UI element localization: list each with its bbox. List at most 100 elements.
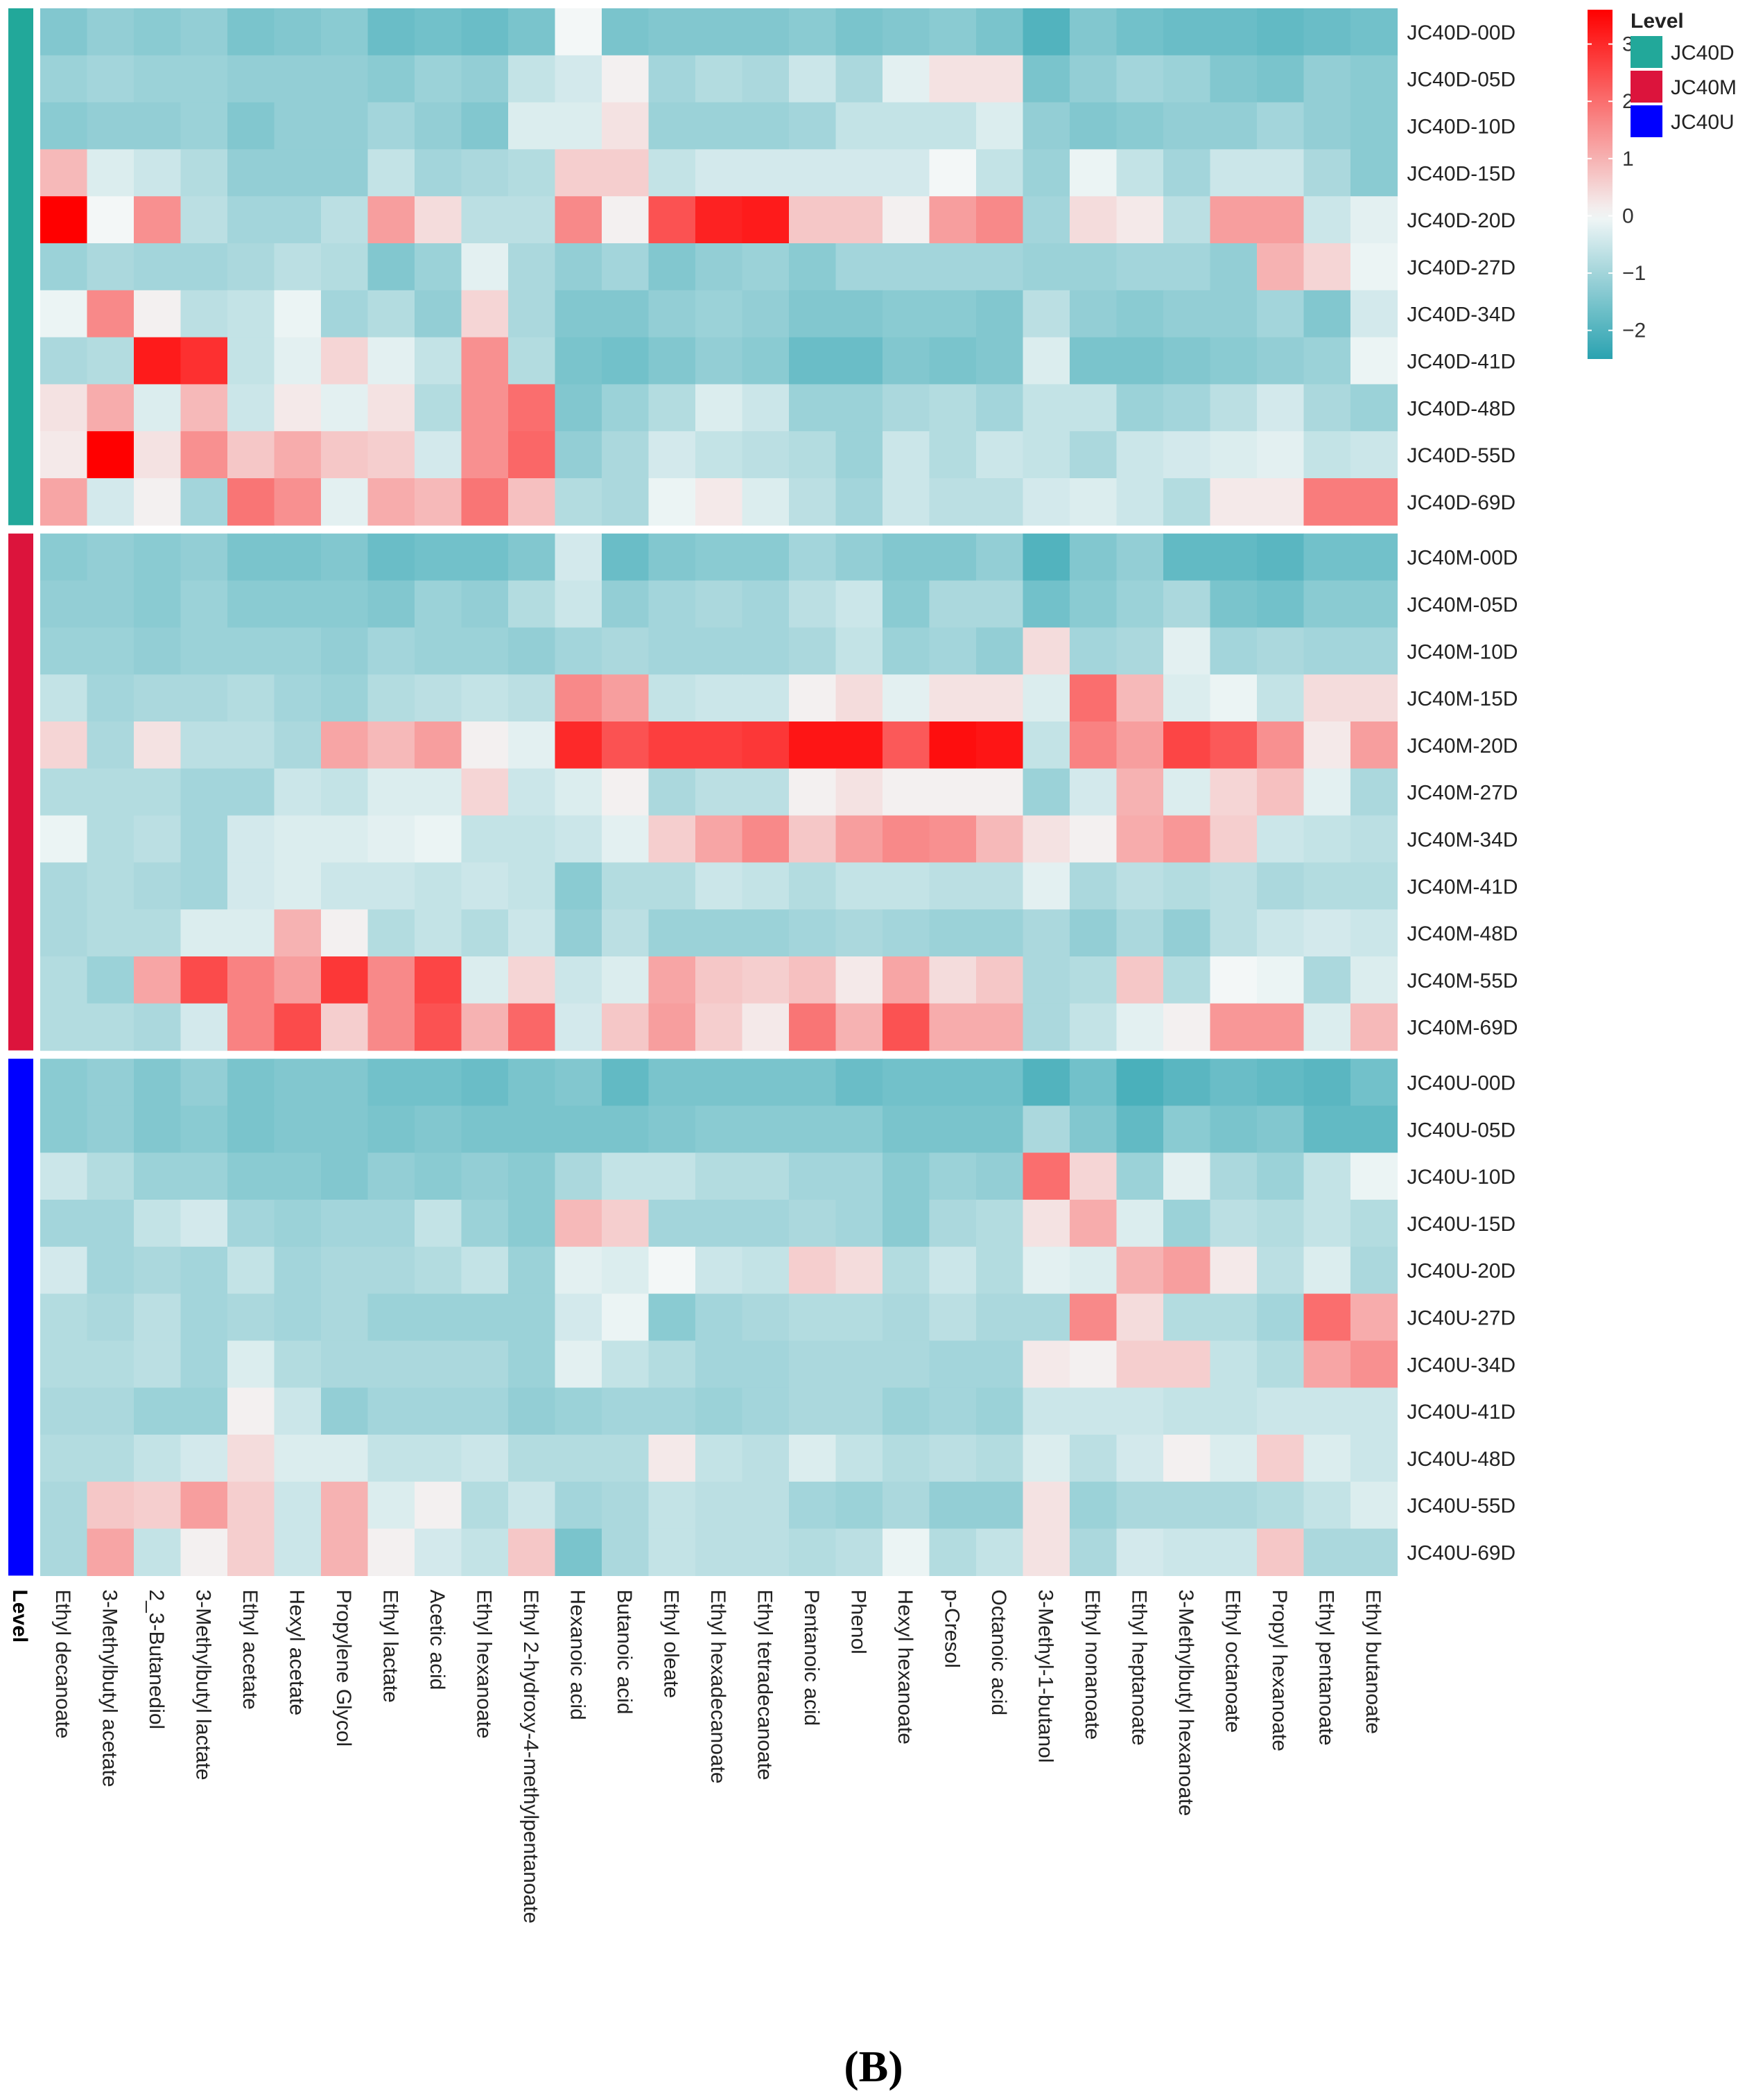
heatmap-cell — [1116, 1058, 1164, 1106]
heatmap-cell — [461, 243, 509, 291]
heatmap-cell — [227, 956, 275, 1004]
heatmap-cell — [461, 290, 509, 338]
legend-swatch-JC40M — [1631, 71, 1662, 103]
heatmap-cell — [40, 768, 88, 816]
heatmap-cell — [1257, 721, 1305, 769]
heatmap-cell — [1210, 862, 1258, 910]
heatmap-cell — [835, 55, 883, 103]
heatmap-cell — [1257, 102, 1305, 150]
heatmap-cell — [648, 102, 696, 150]
heatmap-cell — [40, 102, 88, 150]
heatmap-cell — [367, 862, 415, 910]
heatmap-cell — [461, 196, 509, 244]
heatmap-cell — [929, 1388, 977, 1435]
heatmap-cell — [695, 1481, 743, 1530]
heatmap-cell — [929, 956, 977, 1004]
heatmap-cell — [789, 627, 837, 675]
heatmap-cell — [180, 1105, 228, 1153]
heatmap-cell — [835, 1200, 883, 1248]
heatmap-cell — [648, 1058, 696, 1106]
heatmap-cell — [321, 1153, 369, 1200]
row-label: JC40D-00D — [1407, 21, 1516, 44]
column-label: Ethyl oleate — [659, 1589, 682, 1698]
heatmap-cell — [602, 533, 650, 581]
heatmap-cell — [1210, 1153, 1258, 1200]
heatmap-cell — [1023, 768, 1070, 816]
heatmap-cell — [274, 290, 322, 338]
row-label: JC40D-34D — [1407, 304, 1516, 326]
heatmap-cell — [695, 1340, 743, 1388]
heatmap-cell — [929, 862, 977, 910]
row-label: JC40M-05D — [1407, 594, 1518, 617]
heatmap-cell — [789, 815, 837, 863]
column-label: Ethyl octanoate — [1221, 1589, 1244, 1733]
heatmap-cell — [883, 1153, 930, 1200]
heatmap-cell — [227, 1200, 275, 1248]
heatmap-cell — [180, 1246, 228, 1295]
heatmap-cell — [1023, 721, 1070, 769]
heatmap-cell — [1257, 768, 1305, 816]
level-annotation-JC40D — [8, 8, 33, 525]
heatmap-cell — [1023, 337, 1070, 385]
heatmap-cell — [1116, 8, 1164, 56]
heatmap-cell — [789, 1200, 837, 1248]
heatmap-cell — [415, 1246, 462, 1295]
heatmap-cell — [461, 384, 509, 432]
heatmap-cell — [695, 1003, 743, 1051]
heatmap-cell — [1163, 580, 1211, 628]
heatmap-cell — [883, 627, 930, 675]
heatmap-cell — [835, 627, 883, 675]
heatmap-cell — [321, 1058, 369, 1106]
heatmap-cell — [508, 956, 556, 1004]
heatmap-cell — [1303, 862, 1351, 910]
heatmap-cell — [40, 815, 88, 863]
heatmap-cell — [40, 478, 88, 526]
heatmap-cell — [1350, 1528, 1398, 1576]
heatmap-cell — [87, 627, 134, 675]
heatmap-cell — [929, 674, 977, 722]
heatmap-cell — [180, 337, 228, 385]
heatmap-cell — [883, 243, 930, 291]
heatmap-cell — [227, 721, 275, 769]
heatmap-cell — [835, 909, 883, 957]
heatmap-cell — [929, 1528, 977, 1576]
heatmap-cell — [648, 815, 696, 863]
heatmap-cell — [1350, 1388, 1398, 1435]
heatmap-cell — [883, 768, 930, 816]
heatmap-cell — [1303, 55, 1351, 103]
heatmap-cell — [1350, 1293, 1398, 1341]
heatmap-cell — [1023, 1153, 1070, 1200]
heatmap-cell — [461, 1200, 509, 1248]
heatmap-cell — [40, 1388, 88, 1435]
heatmap-cell — [555, 337, 602, 385]
heatmap-cell — [1023, 1435, 1070, 1482]
heatmap-cell — [1116, 196, 1164, 244]
heatmap-cell — [180, 1293, 228, 1341]
heatmap-cell — [1116, 580, 1164, 628]
heatmap-cell — [648, 337, 696, 385]
heatmap-cell — [1303, 1153, 1351, 1200]
heatmap-cell — [1163, 1388, 1211, 1435]
heatmap-cell — [1350, 674, 1398, 722]
heatmap-cell — [648, 196, 696, 244]
row-label: JC40M-10D — [1407, 640, 1518, 663]
heatmap-cell — [134, 384, 182, 432]
heatmap-cell — [1070, 431, 1118, 479]
heatmap-cell — [1023, 1105, 1070, 1153]
heatmap-cell — [1303, 337, 1351, 385]
heatmap-cell — [1303, 1246, 1351, 1295]
heatmap-cell — [883, 721, 930, 769]
heatmap-cell — [555, 721, 602, 769]
heatmap-cell — [883, 1388, 930, 1435]
heatmap-cell — [1257, 1058, 1305, 1106]
heatmap-cell — [1350, 580, 1398, 628]
heatmap-cell — [1023, 627, 1070, 675]
heatmap-cell — [1023, 1388, 1070, 1435]
heatmap-cell — [461, 431, 509, 479]
row-label: JC40U-00D — [1407, 1072, 1516, 1095]
row-label: JC40M-69D — [1407, 1017, 1518, 1040]
row-label: JC40D-05D — [1407, 69, 1516, 91]
heatmap-cell — [1210, 815, 1258, 863]
heatmap-cell — [461, 627, 509, 675]
heatmap-cell — [1210, 674, 1258, 722]
